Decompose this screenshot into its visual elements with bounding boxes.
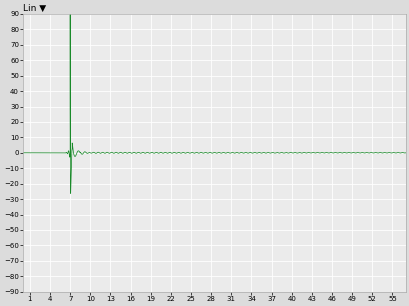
Text: Lin ▼: Lin ▼ (23, 4, 46, 13)
